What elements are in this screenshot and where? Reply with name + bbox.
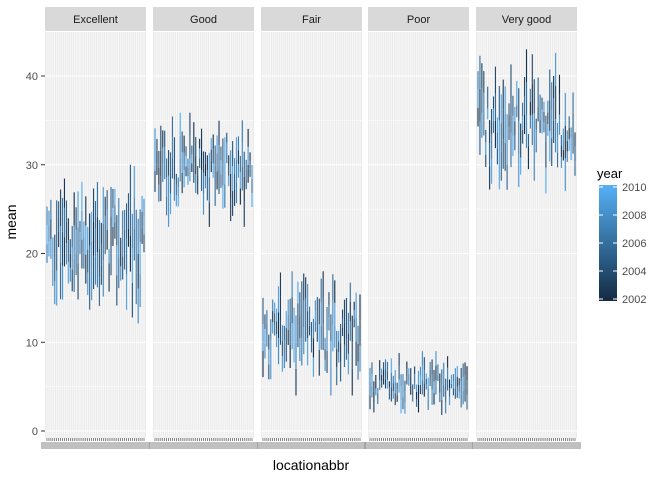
legend-title: year bbox=[597, 166, 623, 181]
y-axis: 0 10 20 30 40 bbox=[26, 71, 45, 438]
y-tick-label: 40 bbox=[26, 71, 38, 83]
facet-strip bbox=[368, 7, 469, 31]
x-tick-labels-overplotted bbox=[472, 442, 581, 449]
y-tick-label: 20 bbox=[26, 249, 38, 261]
x-tick-labels-overplotted bbox=[149, 442, 258, 449]
legend-tick-label: 2006 bbox=[622, 238, 646, 250]
x-axis-title: locationabbr bbox=[273, 457, 350, 473]
legend-tick-label: 2004 bbox=[622, 266, 646, 278]
legend-colorbar bbox=[599, 185, 617, 301]
facet-strip-label: Good bbox=[190, 14, 217, 26]
x-tick-labels-overplotted bbox=[41, 442, 150, 449]
legend-tick-label: 2008 bbox=[622, 210, 646, 222]
y-tick-label: 10 bbox=[26, 337, 38, 349]
facet-panel-good: Good bbox=[153, 7, 254, 438]
facet-panel-fair: Fair bbox=[261, 7, 362, 438]
facet-panel-excellent: Excellent bbox=[45, 7, 146, 438]
facet-strip-label: Excellent bbox=[73, 14, 118, 26]
facet-strip bbox=[153, 7, 254, 31]
y-tick-label: 30 bbox=[26, 160, 38, 172]
facet-strip-label: Fair bbox=[302, 14, 321, 26]
facet-panels: Excellent Good Fair Poor Very good bbox=[45, 7, 577, 438]
facet-strip bbox=[476, 7, 577, 31]
x-tick-labels-overplotted bbox=[364, 442, 473, 449]
y-axis-title: mean bbox=[3, 204, 19, 239]
y-tick-label: 0 bbox=[32, 426, 38, 438]
facet-panel-poor: Poor bbox=[368, 7, 469, 438]
facet-strip-label: Very good bbox=[502, 14, 552, 26]
facet-strip-label: Poor bbox=[407, 14, 431, 26]
facet-panel-very-good: Very good bbox=[476, 7, 577, 438]
legend-tick-label: 2002 bbox=[622, 294, 646, 306]
facet-strip bbox=[261, 7, 362, 31]
legend: year 2002 2004 2006 2008 2010 bbox=[597, 166, 646, 306]
facet-strip bbox=[45, 7, 146, 31]
legend-tick-label: 2010 bbox=[622, 182, 646, 194]
x-axis bbox=[41, 438, 581, 449]
x-tick-labels-overplotted bbox=[257, 442, 366, 449]
